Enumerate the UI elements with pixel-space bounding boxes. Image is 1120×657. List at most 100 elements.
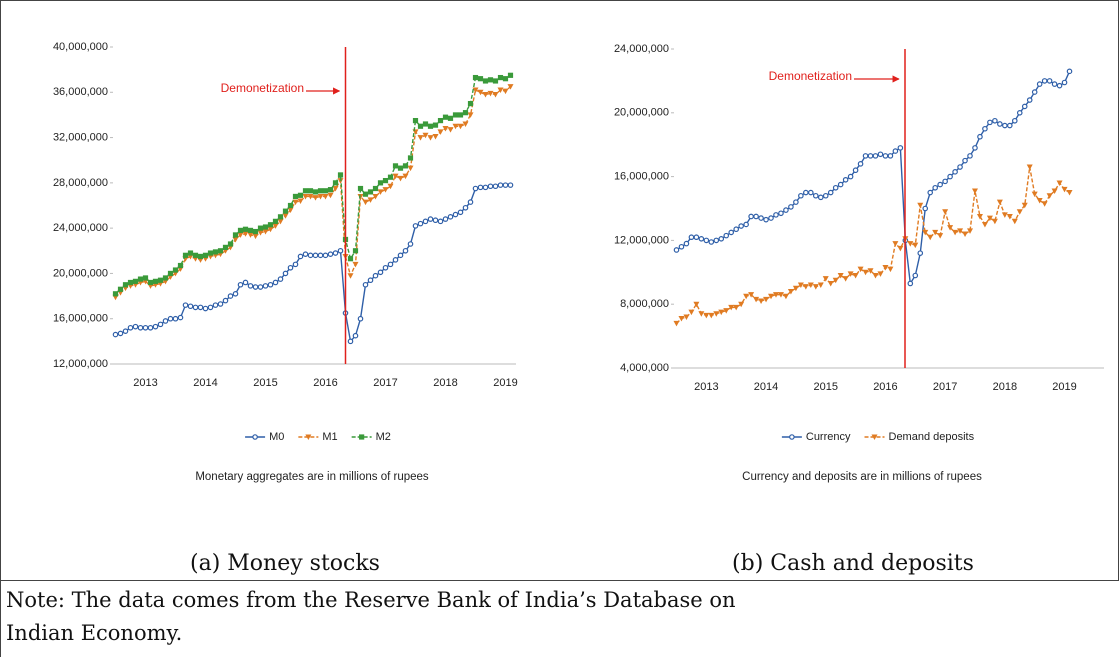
series-point — [892, 148, 899, 154]
series-point — [1061, 186, 1068, 193]
series-point — [252, 233, 259, 240]
series-point — [287, 264, 294, 271]
series-point — [407, 155, 414, 161]
series-point — [1011, 218, 1018, 225]
series-point — [222, 297, 229, 304]
series-point — [947, 225, 954, 231]
series-point — [357, 185, 364, 192]
series-point — [482, 92, 489, 98]
series-point — [502, 76, 509, 82]
series-point — [822, 192, 829, 199]
series-point — [117, 330, 124, 337]
legend-label: Currency — [806, 431, 851, 443]
series-point — [112, 291, 119, 297]
series-point — [1066, 190, 1073, 196]
series-point — [477, 76, 484, 82]
series-point — [952, 229, 959, 236]
series-line — [676, 166, 1070, 324]
series-point — [693, 301, 700, 308]
series-point — [117, 286, 124, 292]
note: Note: The data comes from the Reserve Ba… — [6, 588, 736, 645]
series-point — [877, 151, 884, 158]
series-point — [277, 218, 284, 225]
series-point — [992, 117, 998, 124]
legend-marker — [305, 434, 312, 440]
series-point — [362, 281, 369, 288]
series-point — [192, 252, 199, 258]
series-point — [738, 223, 744, 229]
series-point — [728, 229, 735, 236]
y-tick-label: 12,000,000 — [53, 358, 108, 370]
series-point — [357, 315, 364, 322]
series-point — [462, 110, 469, 116]
series-point — [457, 123, 464, 130]
x-tick-label: 2013 — [133, 377, 157, 389]
series-point — [768, 215, 774, 221]
series-point — [927, 234, 934, 241]
series-point — [971, 188, 978, 194]
series-point — [723, 308, 730, 314]
series-point — [798, 192, 804, 199]
series-point — [467, 101, 474, 107]
series-point — [437, 129, 444, 135]
x-tick-label: 2016 — [873, 381, 897, 393]
series-point — [157, 277, 164, 283]
series-point — [793, 199, 799, 205]
series-point — [332, 180, 339, 186]
series-point — [162, 318, 169, 324]
series-point — [1041, 78, 1048, 84]
series-point — [962, 231, 969, 238]
series-point — [976, 213, 983, 220]
series-point — [1026, 97, 1033, 103]
series-point — [982, 125, 988, 132]
series-point — [703, 237, 710, 244]
series-point — [312, 252, 319, 259]
series-point — [392, 257, 399, 263]
series-point — [217, 301, 224, 307]
series-point — [132, 278, 139, 284]
x-tick-label: 2017 — [373, 377, 397, 389]
series-point — [768, 293, 775, 300]
series-point — [307, 188, 314, 194]
series-point — [882, 265, 889, 271]
legend-marker — [871, 434, 878, 440]
series-point — [1007, 122, 1013, 129]
series-point — [397, 175, 404, 182]
series-point — [292, 193, 299, 200]
series-point — [262, 229, 269, 235]
series-point — [832, 184, 839, 191]
series-point — [758, 298, 765, 305]
series-point — [812, 192, 819, 199]
series-point — [387, 183, 394, 190]
series-point — [812, 284, 819, 290]
series-point — [322, 188, 329, 194]
series-point — [292, 261, 299, 268]
series-point — [1036, 198, 1043, 204]
series-point — [917, 250, 924, 256]
series-point — [307, 193, 314, 200]
series-point — [867, 268, 874, 274]
series-point — [247, 227, 254, 234]
series-point — [337, 172, 344, 178]
series-point — [172, 315, 179, 322]
series-point — [192, 304, 199, 311]
series-line — [115, 74, 511, 295]
series-point — [1051, 188, 1058, 194]
series-point — [312, 189, 319, 195]
series-point — [232, 291, 239, 297]
series-point — [277, 214, 284, 220]
series-point — [127, 324, 134, 331]
x-tick-label: 2018 — [993, 381, 1017, 393]
series-point — [1061, 79, 1068, 86]
chart-description: Currency and deposits are in millions of… — [742, 471, 982, 483]
series-point — [952, 169, 958, 175]
series-point — [887, 266, 894, 273]
series-point — [432, 122, 439, 128]
series-point — [172, 267, 179, 273]
series-point — [417, 220, 424, 227]
series-point — [773, 212, 779, 218]
series-point — [247, 232, 254, 238]
series-point — [297, 192, 304, 198]
series-point — [327, 192, 334, 199]
series-point — [242, 231, 249, 237]
